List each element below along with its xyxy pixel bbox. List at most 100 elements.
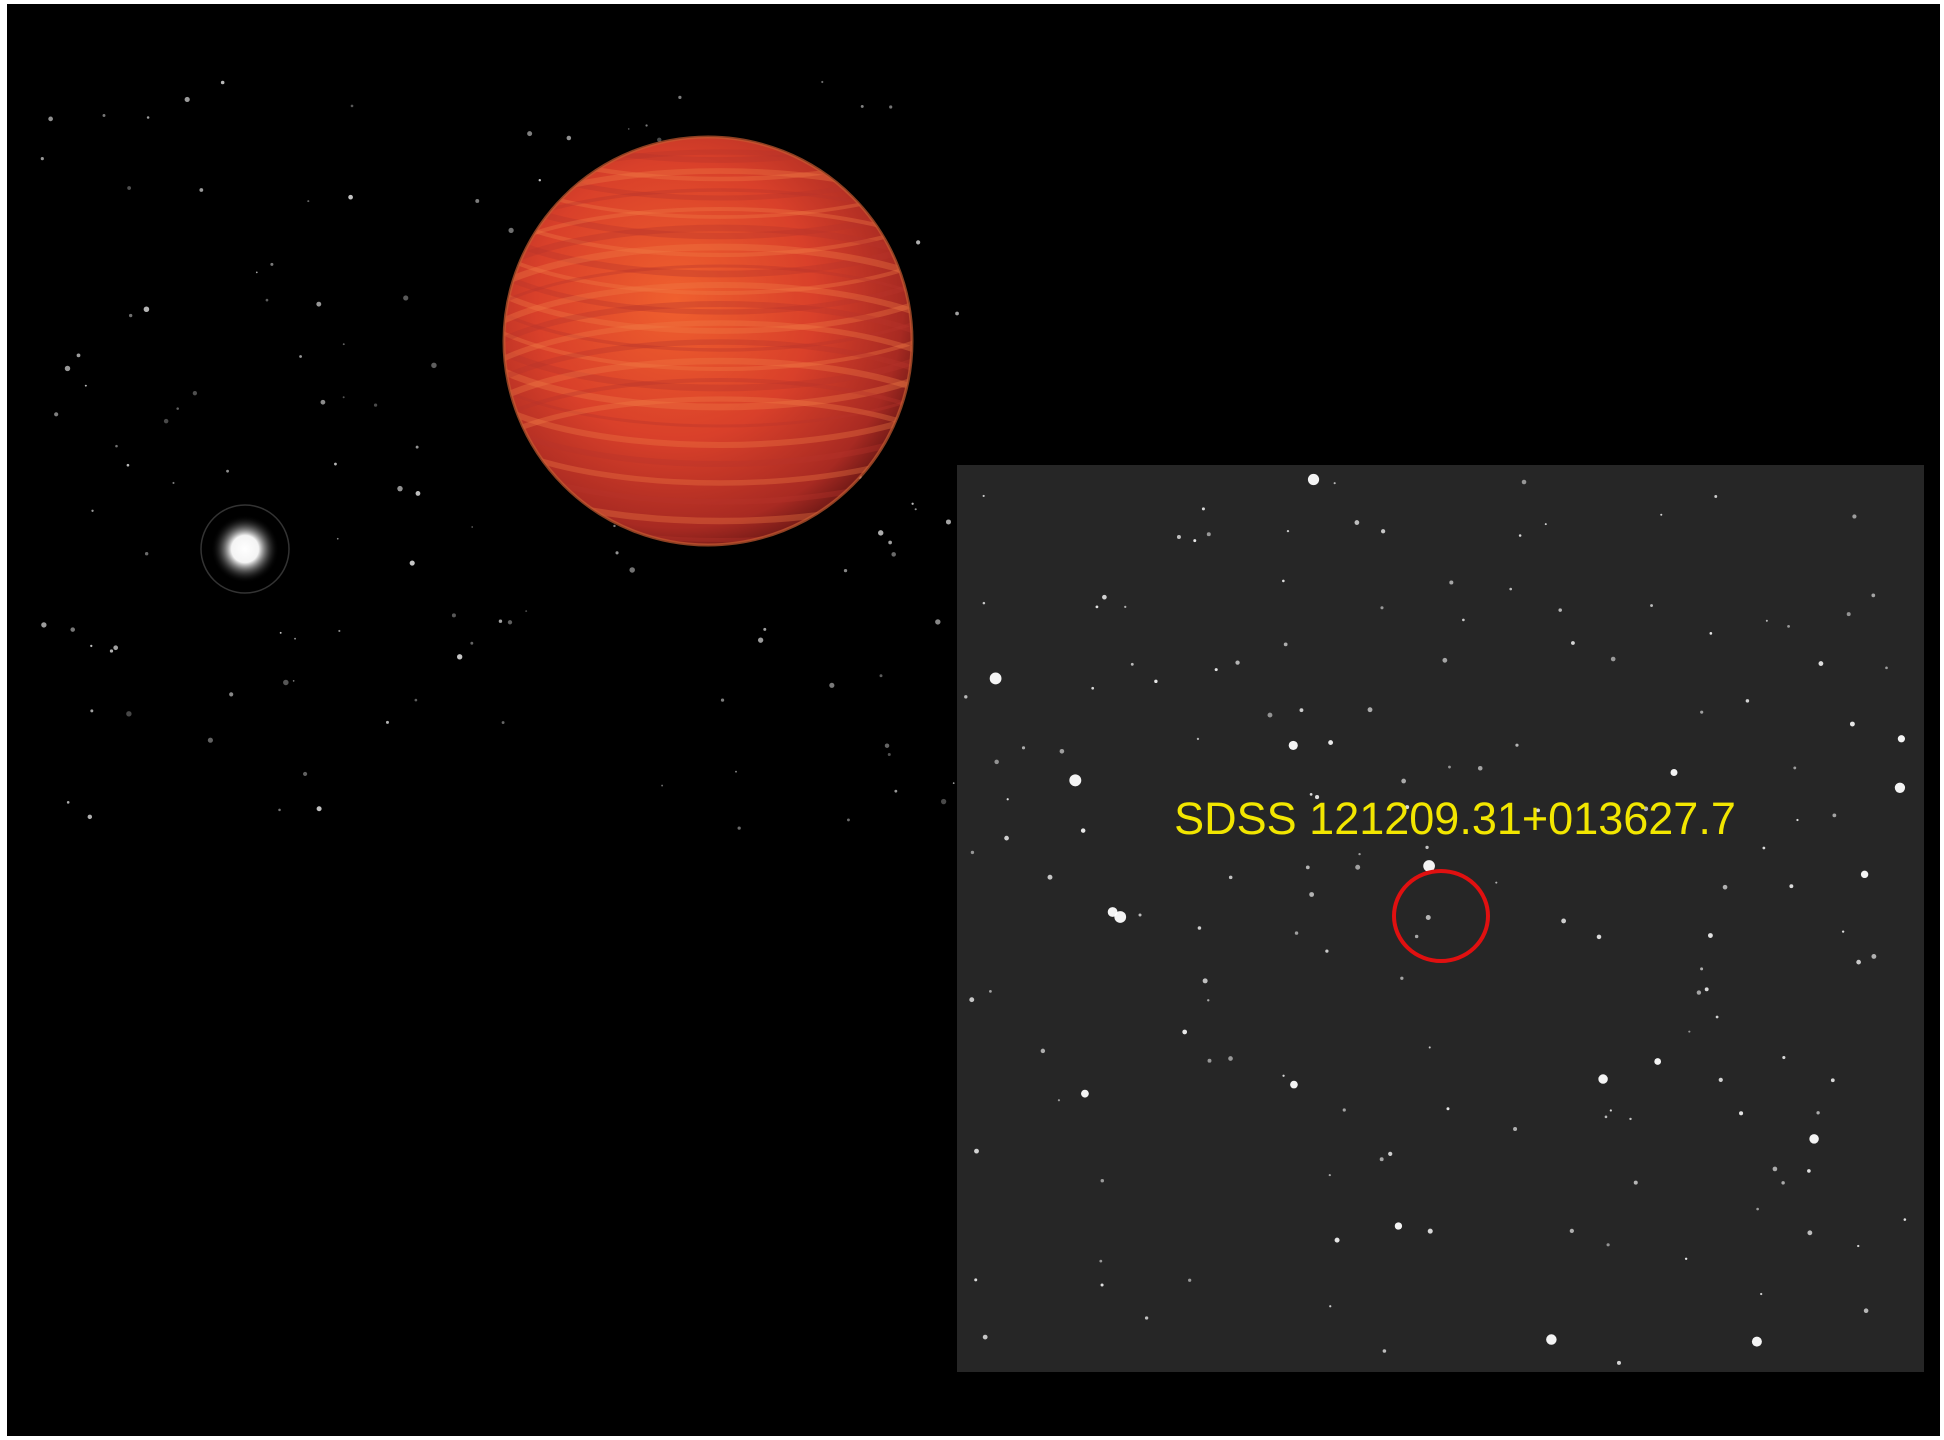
star (348, 194, 353, 200)
star (982, 494, 985, 497)
survey-image (957, 465, 1924, 1372)
star (1660, 513, 1663, 516)
star (1762, 846, 1766, 850)
star (1495, 881, 1498, 884)
star (1328, 740, 1334, 746)
star (278, 808, 281, 812)
star (76, 353, 81, 358)
planet-band (504, 137, 912, 240)
star (877, 530, 884, 536)
planet-band (504, 137, 912, 219)
star (1394, 1222, 1403, 1230)
star (735, 770, 737, 773)
star (307, 200, 310, 203)
star (1857, 1244, 1860, 1248)
survey-star-field (964, 473, 1907, 1365)
star (1235, 660, 1240, 665)
star (229, 692, 234, 697)
star (1598, 1074, 1608, 1084)
star (1616, 1360, 1621, 1365)
star (757, 637, 764, 643)
star (470, 641, 474, 645)
star (1643, 806, 1649, 812)
star (127, 186, 132, 190)
star (1871, 593, 1876, 598)
star (1515, 743, 1519, 747)
planet-band (504, 301, 912, 467)
star (538, 179, 541, 182)
star (338, 629, 341, 633)
star (916, 240, 921, 245)
star (1069, 774, 1082, 787)
star (1807, 1230, 1813, 1236)
star (1707, 933, 1713, 938)
star (1425, 915, 1431, 921)
star (126, 711, 132, 717)
star (1309, 793, 1313, 796)
star (1722, 884, 1728, 890)
star (294, 637, 296, 640)
star (1182, 1029, 1188, 1035)
star (1684, 1257, 1688, 1260)
star (1670, 769, 1678, 776)
star (1544, 523, 1547, 526)
star (498, 619, 503, 623)
star (982, 601, 986, 605)
star (989, 990, 992, 993)
planet-band (504, 188, 912, 352)
star (279, 631, 282, 634)
star (1099, 1259, 1103, 1263)
star (1745, 699, 1750, 703)
star (207, 737, 213, 743)
star (1739, 1111, 1744, 1116)
star (566, 135, 572, 141)
star (1405, 805, 1410, 810)
star (1832, 813, 1837, 818)
star (1206, 532, 1211, 537)
star (1114, 911, 1127, 923)
star (128, 313, 133, 318)
star (955, 311, 959, 316)
planet-band (504, 137, 912, 201)
star (1080, 828, 1086, 833)
star (1629, 1117, 1632, 1121)
star (409, 560, 415, 566)
planet-band (504, 396, 912, 545)
star (146, 116, 150, 119)
star (1807, 1169, 1811, 1173)
star (627, 128, 630, 130)
star (1228, 875, 1233, 880)
star (1610, 656, 1616, 662)
star (163, 418, 169, 424)
star (1091, 686, 1095, 690)
star (90, 644, 93, 648)
star (678, 95, 682, 100)
star (334, 462, 337, 466)
star (1021, 746, 1026, 750)
star (889, 105, 893, 109)
star (199, 188, 204, 192)
star (115, 444, 118, 448)
star (1307, 473, 1320, 486)
star (1288, 740, 1298, 750)
star (320, 399, 326, 405)
star (303, 771, 308, 777)
star (1006, 798, 1009, 801)
target-circle (1392, 869, 1490, 963)
star (1144, 1316, 1149, 1320)
star-halo (200, 504, 290, 594)
star (1772, 1166, 1778, 1172)
planet-band (504, 206, 912, 372)
star (969, 997, 975, 1003)
planet-band (504, 137, 912, 163)
planet-band (504, 320, 912, 486)
star (87, 814, 93, 820)
star (1290, 1080, 1298, 1089)
star (1569, 1228, 1574, 1234)
star (1425, 845, 1429, 850)
star (1380, 529, 1386, 534)
star (970, 850, 975, 855)
star (1509, 587, 1513, 591)
